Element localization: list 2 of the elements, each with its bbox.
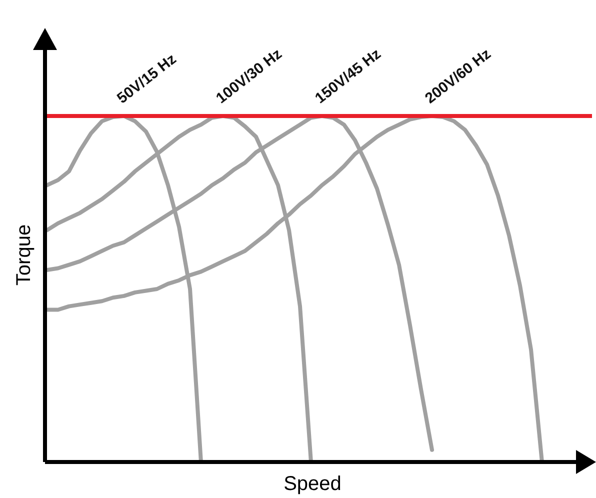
y-axis-title: Torque [13, 224, 35, 286]
x-axis-title: Speed [284, 473, 342, 495]
